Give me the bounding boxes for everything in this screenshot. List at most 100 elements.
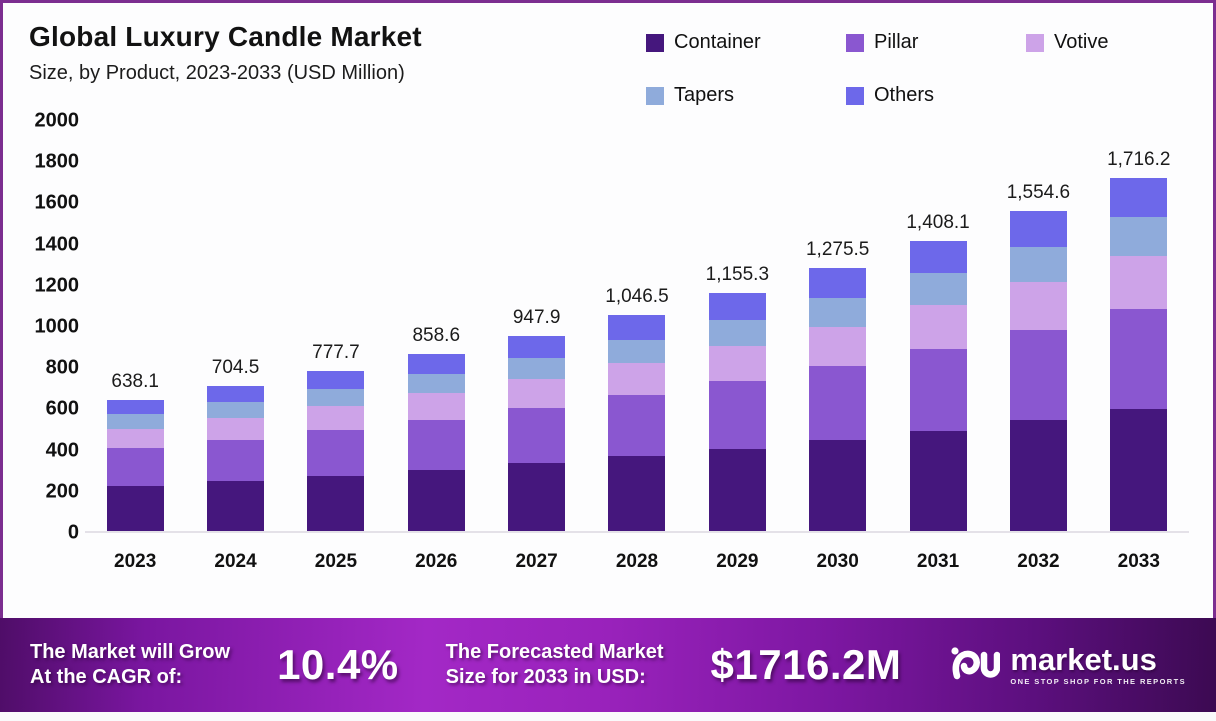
cagr-label-line2: At the CAGR of:	[30, 666, 183, 688]
bar-segment-pillar	[809, 365, 867, 441]
brand-name: market.us	[1010, 642, 1157, 678]
bar-segment-others	[1009, 210, 1067, 247]
bar-segment-others	[809, 268, 867, 298]
bar-segment-container	[1110, 408, 1168, 531]
x-tick-label: 2033	[1117, 551, 1160, 572]
x-tick-label: 2028	[615, 551, 659, 572]
bar-segment-container	[207, 480, 265, 531]
cagr-value: 10.4%	[277, 641, 399, 688]
forecast-label-line2: Size for 2033 in USD:	[445, 666, 646, 688]
chart-header: Global Luxury Candle Market Size, by Pro…	[3, 3, 1213, 107]
legend-label: Others	[874, 84, 935, 106]
y-axis: 0 200 400 600 800 1000 1200 1400 1600 1800 2000	[13, 110, 85, 544]
stacked-bar-2023	[106, 399, 164, 531]
bar-segment-votive	[508, 379, 566, 409]
bar-segment-others	[708, 293, 766, 320]
x-tick-label: 2024	[214, 551, 257, 572]
y-tick-label: 1400	[34, 233, 80, 256]
bar-column-2026: 858.6 2026	[386, 121, 486, 572]
stacked-bar-2030	[809, 268, 867, 531]
y-tick-label: 1000	[34, 315, 80, 338]
bar-segment-votive	[1110, 255, 1168, 309]
footer-banner: The Market will Grow At the CAGR of: 10.…	[0, 618, 1216, 712]
bar-segment-pillar	[508, 408, 566, 464]
bar-total-label: 1,275.5	[805, 239, 870, 261]
bar-column-2024: 704.5 2024	[185, 121, 285, 572]
legend-label: Pillar	[874, 31, 919, 53]
legend-label: Container	[674, 31, 761, 53]
legend-label: Tapers	[674, 84, 735, 106]
stacked-bar-2025	[307, 370, 365, 531]
bar-segment-container	[809, 440, 867, 531]
bar-segment-others	[608, 315, 666, 340]
y-tick-label: 2000	[34, 109, 80, 132]
y-tick-label: 600	[45, 397, 79, 420]
bar-segment-votive	[608, 363, 666, 396]
bar-segment-container	[608, 456, 666, 531]
bar-segment-votive	[207, 418, 265, 440]
bar-segment-others	[407, 354, 465, 374]
plot-area: 638.1 2023 704.5 2024 777.7 2025 858.6 2026 947.…	[85, 121, 1189, 572]
x-tick-label: 2031	[916, 551, 960, 572]
bar-segment-others	[106, 399, 164, 415]
bar-segment-pillar	[909, 348, 967, 431]
y-tick-label: 200	[45, 480, 79, 503]
brand-block: market.us ONE STOP SHOP FOR THE REPORTS	[948, 643, 1186, 687]
bar-segment-tapers	[608, 339, 666, 364]
bar-total-label: 1,716.2	[1107, 148, 1171, 170]
forecast-label-line1: The Forecasted Market	[445, 641, 664, 663]
bar-column-2025: 777.7 2025	[286, 121, 386, 572]
bar-total-label: 1,155.3	[705, 264, 770, 286]
bar-segment-others	[508, 335, 566, 358]
y-tick-label: 800	[45, 356, 79, 379]
bar-total-label: 947.9	[512, 306, 561, 328]
legend-item-votive: Votive	[1026, 31, 1191, 54]
bar-segment-container	[1009, 420, 1067, 531]
bar-segment-pillar	[708, 381, 766, 449]
bar-segment-tapers	[207, 402, 265, 419]
y-tick-label: 1200	[34, 274, 80, 297]
bar-total-label: 704.5	[211, 356, 260, 378]
y-tick-label: 400	[45, 439, 79, 462]
brand-tagline: ONE STOP SHOP FOR THE REPORTS	[1010, 677, 1187, 687]
title-block: Global Luxury Candle Market Size, by Pro…	[29, 21, 422, 107]
stacked-bar-2029	[708, 293, 766, 531]
legend-swatch-others	[846, 86, 864, 105]
bar-segment-tapers	[1009, 246, 1067, 282]
legend-item-container: Container	[646, 31, 846, 54]
forecast-value: $1716.2M	[710, 641, 902, 688]
bar-segment-others	[909, 240, 967, 274]
legend-swatch-pillar	[846, 33, 864, 52]
x-tick-label: 2029	[716, 551, 759, 572]
x-tick-label: 2023	[114, 551, 157, 572]
bar-column-2031: 1,408.1 2031	[888, 121, 988, 572]
y-tick-label: 1800	[34, 150, 80, 173]
legend-swatch-votive	[1026, 33, 1044, 52]
bar-segment-container	[106, 485, 164, 531]
bar-segment-tapers	[508, 357, 566, 380]
bar-total-label: 777.7	[312, 341, 360, 363]
legend-swatch-tapers	[646, 86, 664, 105]
bar-column-2028: 1,046.5 2028	[587, 121, 687, 572]
bar-segment-container	[407, 469, 465, 531]
bar-segment-votive	[1009, 281, 1067, 330]
bar-segment-pillar	[207, 439, 265, 481]
bar-segment-pillar	[608, 395, 666, 457]
stacked-bar-2032	[1009, 210, 1067, 531]
bar-segment-votive	[106, 428, 164, 449]
bar-total-label: 1,046.5	[605, 286, 669, 308]
page-title: Global Luxury Candle Market	[29, 21, 422, 52]
stacked-bar-2027	[508, 335, 566, 531]
forecast-label: The Forecasted Market Size for 2033 in U…	[446, 640, 664, 690]
x-tick-label: 2032	[1017, 551, 1060, 572]
bar-segment-pillar	[1009, 329, 1067, 421]
legend-item-others: Others	[846, 84, 1026, 107]
x-tick-label: 2027	[515, 551, 558, 572]
bar-segment-pillar	[407, 419, 465, 470]
stacked-bar-2031	[909, 240, 967, 531]
bar-segment-tapers	[1110, 217, 1168, 256]
legend: Container Pillar Votive Tapers Others	[646, 21, 1191, 107]
bar-segment-tapers	[307, 388, 365, 407]
stacked-bar-2026	[407, 354, 465, 531]
bar-segment-tapers	[708, 319, 766, 346]
